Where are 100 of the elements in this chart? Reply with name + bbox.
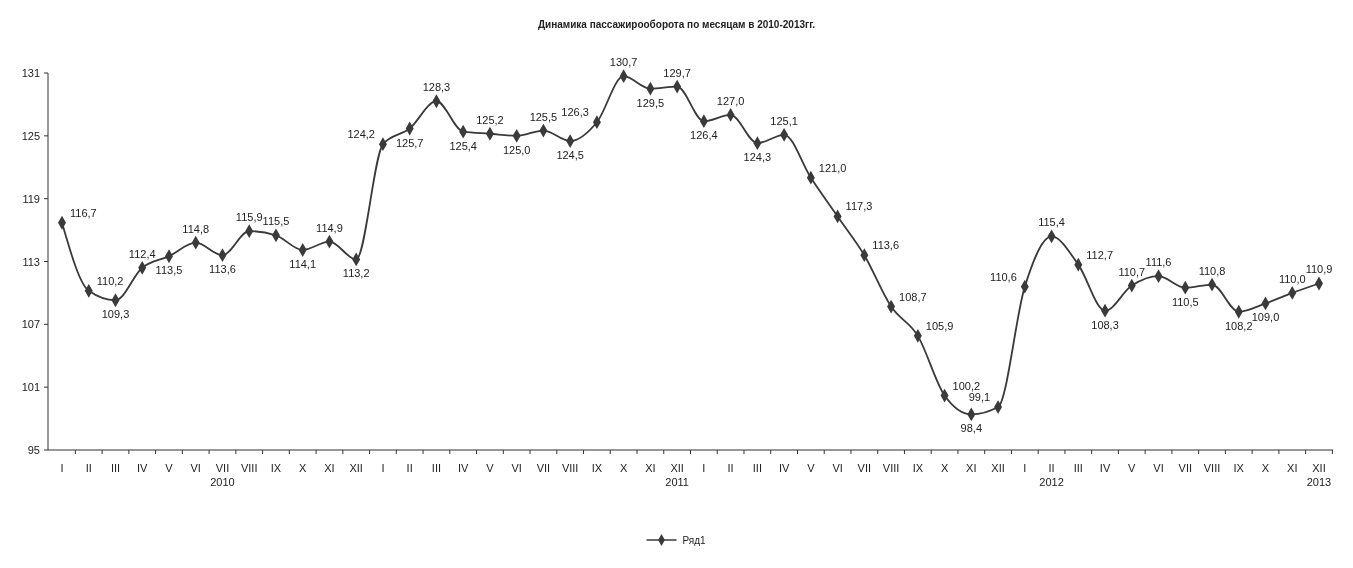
- x-tick-label: X: [619, 462, 628, 474]
- x-tick-label: III: [1073, 462, 1083, 474]
- x-tick-label: II 2012: [1039, 462, 1064, 488]
- text: 125,7: [395, 136, 424, 149]
- text: 127,0: [716, 94, 745, 107]
- x-tick-label: IV: [457, 462, 470, 474]
- x-tick-label: VI: [1153, 462, 1164, 474]
- x-tick-label: III: [752, 462, 762, 474]
- text: 110,5: [1171, 295, 1199, 308]
- text: 110,8: [1198, 264, 1226, 277]
- x-tick-label: IV: [1099, 462, 1111, 474]
- x-tick-label: I: [702, 462, 706, 474]
- x-tick-label: XII: [991, 462, 1005, 474]
- text: 113,5: [155, 264, 183, 277]
- x-tick-label: I: [60, 462, 64, 474]
- x-tick-label: III: [110, 462, 121, 474]
- text: 124,3: [743, 151, 772, 164]
- text: 125,4: [449, 139, 477, 152]
- x-tick-label: IX: [1233, 462, 1245, 474]
- x-tick-label: VIII: [1203, 462, 1221, 474]
- text: 113,6: [209, 263, 236, 276]
- text: 124,2: [347, 128, 375, 141]
- x-tick-label: IX: [591, 462, 603, 474]
- text: 108,7: [899, 290, 927, 303]
- text: 99,1: [968, 391, 991, 404]
- x-tick-label: II: [85, 462, 92, 474]
- x-tick-label: VII: [1178, 462, 1192, 474]
- text: 110,6: [990, 270, 1017, 283]
- text: 110,7: [1118, 265, 1146, 278]
- text: 125,0: [502, 143, 531, 156]
- text: 112,4: [128, 247, 156, 260]
- text: 117,3: [845, 200, 873, 213]
- x-tick-label: IX: [270, 462, 282, 474]
- x-tick-label: IX: [912, 462, 924, 474]
- text: 109,0: [1251, 311, 1280, 324]
- text: 110,9: [1305, 263, 1333, 276]
- y-tick-label: 101: [21, 381, 40, 394]
- x-tick-label: X: [299, 462, 308, 474]
- x-tick-label: XII 2011: [665, 462, 689, 488]
- y-tick-label: 113: [22, 255, 40, 268]
- y-tick-label: 131: [21, 67, 40, 79]
- text: 115,5: [262, 215, 290, 228]
- x-tick-label: XI: [1287, 462, 1298, 474]
- x-tick-label: VIII: [882, 462, 900, 474]
- x-tick-label: IV: [778, 462, 790, 474]
- chart-title: Динамика пассажирооборота по месяцам в 2010-2013гг.: [537, 19, 816, 30]
- x-tick-label: X: [940, 462, 949, 474]
- text: 113,2: [342, 267, 370, 280]
- text: 111,6: [1145, 256, 1172, 269]
- text: 98,4: [960, 422, 983, 435]
- text: 113,6: [872, 239, 900, 252]
- y-tick-label: 125: [21, 129, 40, 142]
- x-tick-label: II: [727, 462, 734, 474]
- x-tick-label: III: [431, 462, 442, 474]
- x-tick-label: V: [1128, 462, 1137, 474]
- text: 129,7: [663, 66, 691, 79]
- x-tick-label: X: [1261, 462, 1270, 474]
- text: 121,0: [818, 161, 847, 174]
- text: 125,2: [476, 113, 504, 126]
- text: 110,2: [96, 274, 124, 287]
- x-tick-label: XI: [645, 462, 656, 474]
- text: 129,5: [636, 96, 665, 109]
- text: 128,3: [422, 81, 451, 94]
- y-tick-label: 107: [21, 318, 40, 331]
- legend-label: Ряд1: [682, 535, 707, 546]
- x-tick-label: XI: [966, 462, 977, 474]
- x-tick-label: I: [381, 462, 385, 474]
- x-tick-label: XI: [324, 462, 335, 474]
- text: 114,9: [316, 221, 343, 234]
- text: 115,9: [235, 211, 263, 224]
- x-tick-label: V: [165, 462, 174, 474]
- x-tick-label: VI: [511, 462, 522, 474]
- text: 125,1: [770, 114, 798, 127]
- text: 125,5: [529, 110, 558, 123]
- text: 109,3: [101, 308, 130, 321]
- text: 105,9: [925, 319, 954, 332]
- text: 108,2: [1225, 319, 1253, 332]
- x-tick-label: II: [406, 462, 413, 474]
- x-tick-label: VIII: [561, 462, 579, 474]
- x-tick-label: IV: [137, 462, 149, 474]
- y-tick-label: 119: [22, 192, 40, 205]
- text: 124,5: [556, 149, 584, 162]
- text: 112,7: [1086, 248, 1114, 261]
- text: 110,0: [1278, 272, 1306, 285]
- x-tick-label: VII 2010: [210, 462, 235, 488]
- text: 114,1: [289, 257, 317, 270]
- x-tick-label: VII: [857, 462, 872, 474]
- text: 115,4: [1038, 216, 1065, 229]
- x-tick-label: VI: [190, 462, 201, 474]
- text: 116,7: [70, 206, 97, 219]
- x-tick-label: XII 2013: [1306, 462, 1332, 488]
- y-tick-label: 95: [27, 444, 40, 456]
- x-tick-label: VIII: [240, 462, 258, 474]
- x-tick-label: VII: [536, 462, 551, 474]
- text: 126,4: [690, 129, 718, 142]
- x-tick-label: I: [1023, 462, 1027, 474]
- x-tick-label: V: [807, 462, 816, 474]
- text: 126,3: [561, 106, 589, 119]
- x-tick-label: V: [486, 462, 495, 474]
- text: 130,7: [609, 56, 638, 69]
